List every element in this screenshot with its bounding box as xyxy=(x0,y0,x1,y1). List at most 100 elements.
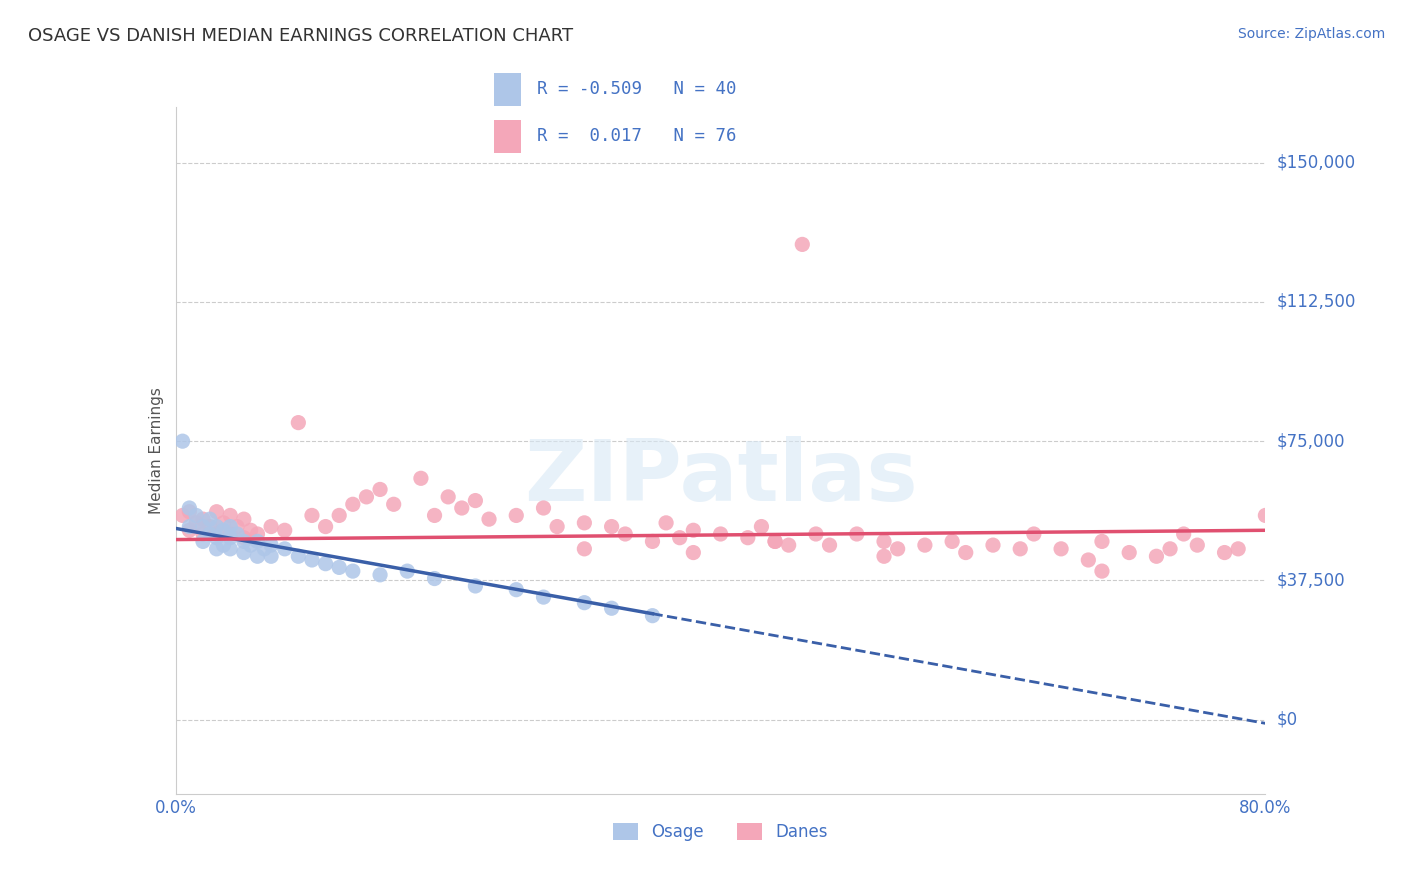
Point xyxy=(219,519,242,533)
Point xyxy=(464,579,486,593)
Point xyxy=(423,508,446,523)
Point xyxy=(179,523,201,537)
Point xyxy=(574,596,596,610)
Point xyxy=(1144,549,1167,564)
Point xyxy=(682,523,704,537)
Point xyxy=(226,527,249,541)
Point xyxy=(763,534,786,549)
Point xyxy=(981,538,1004,552)
Point xyxy=(437,490,460,504)
Text: R =  0.017   N = 76: R = 0.017 N = 76 xyxy=(537,128,737,145)
Point xyxy=(301,553,323,567)
Point xyxy=(239,523,262,537)
Point xyxy=(792,237,814,252)
Point xyxy=(1159,541,1181,556)
Point xyxy=(315,557,337,571)
Y-axis label: Median Earnings: Median Earnings xyxy=(149,387,165,514)
Point xyxy=(179,519,201,533)
Point xyxy=(1254,508,1277,523)
Point xyxy=(941,534,963,549)
Point xyxy=(328,560,350,574)
Point xyxy=(873,549,896,564)
Point xyxy=(246,527,269,541)
Point xyxy=(1118,545,1140,559)
Point xyxy=(368,483,391,497)
Point xyxy=(287,549,309,564)
Text: $75,000: $75,000 xyxy=(1277,433,1346,450)
Point xyxy=(778,538,800,552)
Point xyxy=(955,545,977,559)
Point xyxy=(191,527,214,541)
Point xyxy=(342,564,364,578)
Point xyxy=(655,516,678,530)
Point xyxy=(382,497,405,511)
Point xyxy=(886,541,908,556)
Point xyxy=(219,508,242,523)
Point xyxy=(1213,545,1236,559)
Point xyxy=(1173,527,1195,541)
Point xyxy=(1050,541,1073,556)
Bar xyxy=(494,120,522,153)
Point xyxy=(301,508,323,523)
Point xyxy=(845,527,868,541)
Point xyxy=(396,564,419,578)
Point xyxy=(710,527,733,541)
Point xyxy=(212,516,235,530)
Point xyxy=(191,519,214,533)
Point xyxy=(574,516,596,530)
Point xyxy=(172,434,194,449)
Bar xyxy=(494,73,522,105)
Point xyxy=(205,531,228,545)
Point xyxy=(423,572,446,586)
Point xyxy=(533,501,555,516)
Text: Source: ZipAtlas.com: Source: ZipAtlas.com xyxy=(1237,27,1385,41)
Point xyxy=(226,519,249,533)
Point xyxy=(253,541,276,556)
Point xyxy=(356,490,378,504)
Point xyxy=(179,501,201,516)
Point xyxy=(737,531,759,545)
Text: $0: $0 xyxy=(1277,711,1298,729)
Text: ZIPatlas: ZIPatlas xyxy=(523,436,918,519)
Point xyxy=(219,531,242,545)
Point xyxy=(212,538,235,552)
Point xyxy=(172,508,194,523)
Point xyxy=(205,519,228,533)
Point xyxy=(804,527,827,541)
Point xyxy=(1091,564,1114,578)
Point xyxy=(328,508,350,523)
Point xyxy=(409,471,432,485)
Point xyxy=(179,505,201,519)
Point xyxy=(505,582,527,597)
Point xyxy=(1187,538,1209,552)
Point xyxy=(191,512,214,526)
Point xyxy=(260,538,283,552)
Point xyxy=(232,531,254,545)
Point xyxy=(368,567,391,582)
Point xyxy=(219,527,242,541)
Point xyxy=(1077,553,1099,567)
Point xyxy=(274,523,297,537)
Point xyxy=(873,534,896,549)
Point xyxy=(212,523,235,537)
Point xyxy=(533,590,555,604)
Point xyxy=(232,512,254,526)
Point xyxy=(641,608,664,623)
Point xyxy=(763,534,786,549)
Text: $37,500: $37,500 xyxy=(1277,572,1346,590)
Point xyxy=(260,519,283,533)
Point xyxy=(600,601,623,615)
Point xyxy=(914,538,936,552)
Point xyxy=(600,519,623,533)
Point xyxy=(274,541,297,556)
Text: OSAGE VS DANISH MEDIAN EARNINGS CORRELATION CHART: OSAGE VS DANISH MEDIAN EARNINGS CORRELAT… xyxy=(28,27,574,45)
Point xyxy=(574,541,596,556)
Point xyxy=(198,519,221,533)
Point xyxy=(464,493,486,508)
Point xyxy=(246,549,269,564)
Point xyxy=(232,534,254,549)
Point xyxy=(546,519,568,533)
Point xyxy=(315,519,337,533)
Point xyxy=(205,527,228,541)
Point xyxy=(1022,527,1045,541)
